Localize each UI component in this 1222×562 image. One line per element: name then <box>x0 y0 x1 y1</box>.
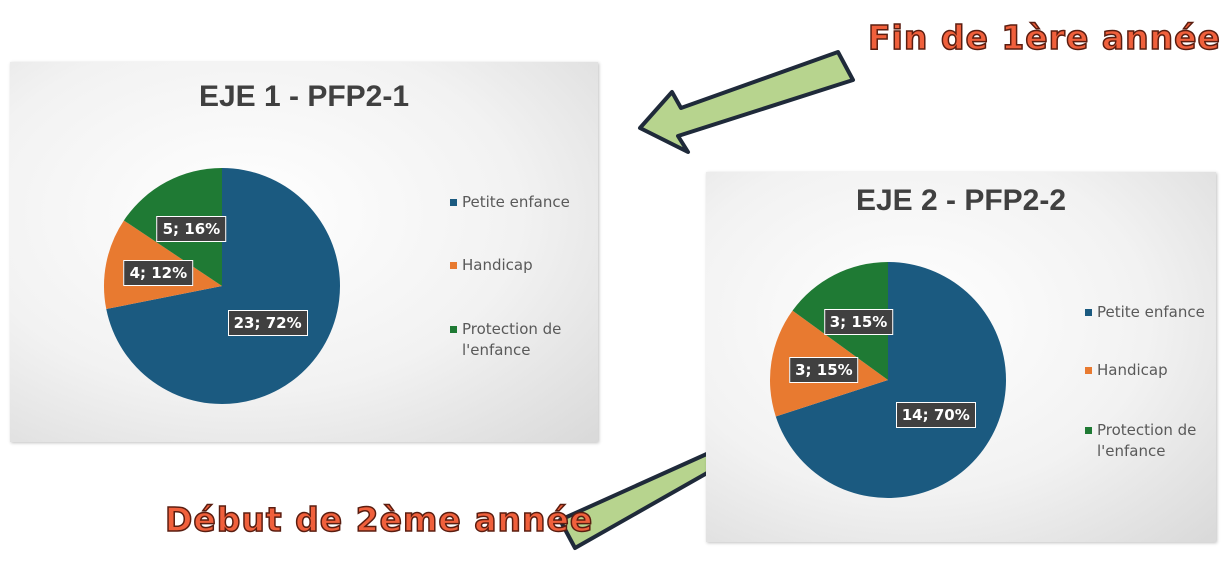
pie <box>103 168 340 405</box>
chart: EJE 1 - PFP2-1 23; 72% 4; 12% 5; 16% Petite … <box>10 62 598 442</box>
legend-item: Petite enfance <box>450 192 582 213</box>
pie-slice <box>106 168 340 405</box>
legend-label: Petite enfance <box>462 193 570 211</box>
legend-label: Protection de l'enfance <box>1097 421 1197 460</box>
legend-swatch <box>450 199 457 206</box>
pie-slice <box>775 262 1006 498</box>
legend-swatch <box>1085 309 1092 316</box>
data-label: 5; 16% <box>156 215 227 242</box>
legend-label: Handicap <box>1097 361 1168 379</box>
legend-item: Protection de l'enfance <box>1085 420 1217 462</box>
data-label: 23; 72% <box>227 310 308 337</box>
legend-label: Protection de l'enfance <box>462 320 562 359</box>
legend-item: Protection de l'enfance <box>450 319 582 361</box>
legend-label: Handicap <box>462 256 533 274</box>
legend-swatch <box>450 326 457 333</box>
legend-swatch <box>1085 427 1092 434</box>
chart: EJE 2 - PFP2-2 14; 70% 3; 15% 3; 15% Petite … <box>706 172 1216 542</box>
legend-swatch <box>1085 367 1092 374</box>
data-label: 4; 12% <box>123 260 194 287</box>
legend-swatch <box>450 262 457 269</box>
chart-title: EJE 1 - PFP2-1 <box>198 80 410 113</box>
legend-item: Handicap <box>450 255 582 276</box>
legend-item: Petite enfance <box>1085 302 1217 323</box>
data-label: 14; 70% <box>895 401 976 428</box>
chart-title: EJE 2 - PFP2-2 <box>855 184 1067 217</box>
pie <box>770 262 1006 498</box>
annotation: Fin de 1ère année <box>867 17 1221 58</box>
data-label: 3; 15% <box>789 356 859 383</box>
legend-label: Petite enfance <box>1097 303 1205 321</box>
annotation: Début de 2ème année <box>164 499 594 540</box>
legend-item: Handicap <box>1085 360 1217 381</box>
data-label: 3; 15% <box>823 309 894 336</box>
arrow <box>638 50 855 154</box>
